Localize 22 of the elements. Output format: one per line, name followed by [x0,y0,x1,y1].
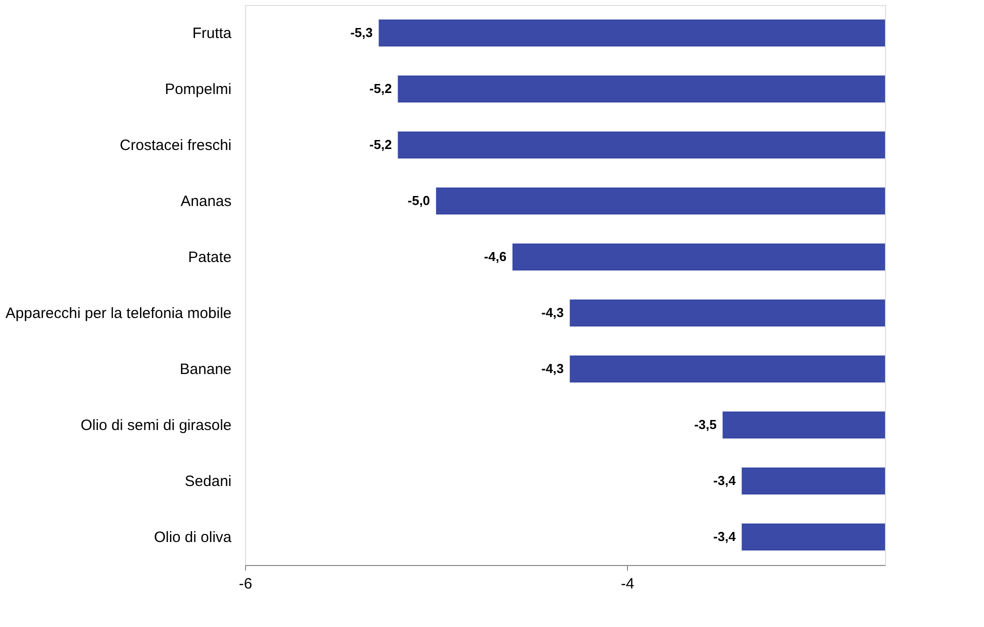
y-tick-label: Pompelmi [164,81,232,98]
y-tick-label: Crostacei freschi [120,137,232,154]
data-label: -5,2 [369,81,392,96]
data-label: -4,3 [541,305,564,320]
y-tick-label: Olio di semi di girasole [80,417,232,434]
data-label: -5,2 [369,137,392,152]
data-label: -5,0 [408,193,430,208]
data-label: -5,3 [350,25,373,40]
y-tick-label: Ananas [180,193,232,210]
data-label: -4,3 [541,361,564,376]
y-tick-label: Olio di oliva [154,529,232,546]
y-tick-label: Banane [180,361,232,378]
y-tick-label: Apparecchi per la telefonia mobile [6,305,232,322]
x-tick-label: -6 [238,576,252,592]
x-tick-label: -4 [620,576,634,592]
y-tick-label: Patate [188,249,232,266]
data-label: -3,5 [694,417,717,432]
y-tick-label: Frutta [192,25,232,42]
y-tick-label: Sedani [184,473,232,490]
data-label: -3,4 [713,473,736,488]
data-label: -3,4 [713,529,736,544]
data-label: -4,6 [484,249,506,264]
